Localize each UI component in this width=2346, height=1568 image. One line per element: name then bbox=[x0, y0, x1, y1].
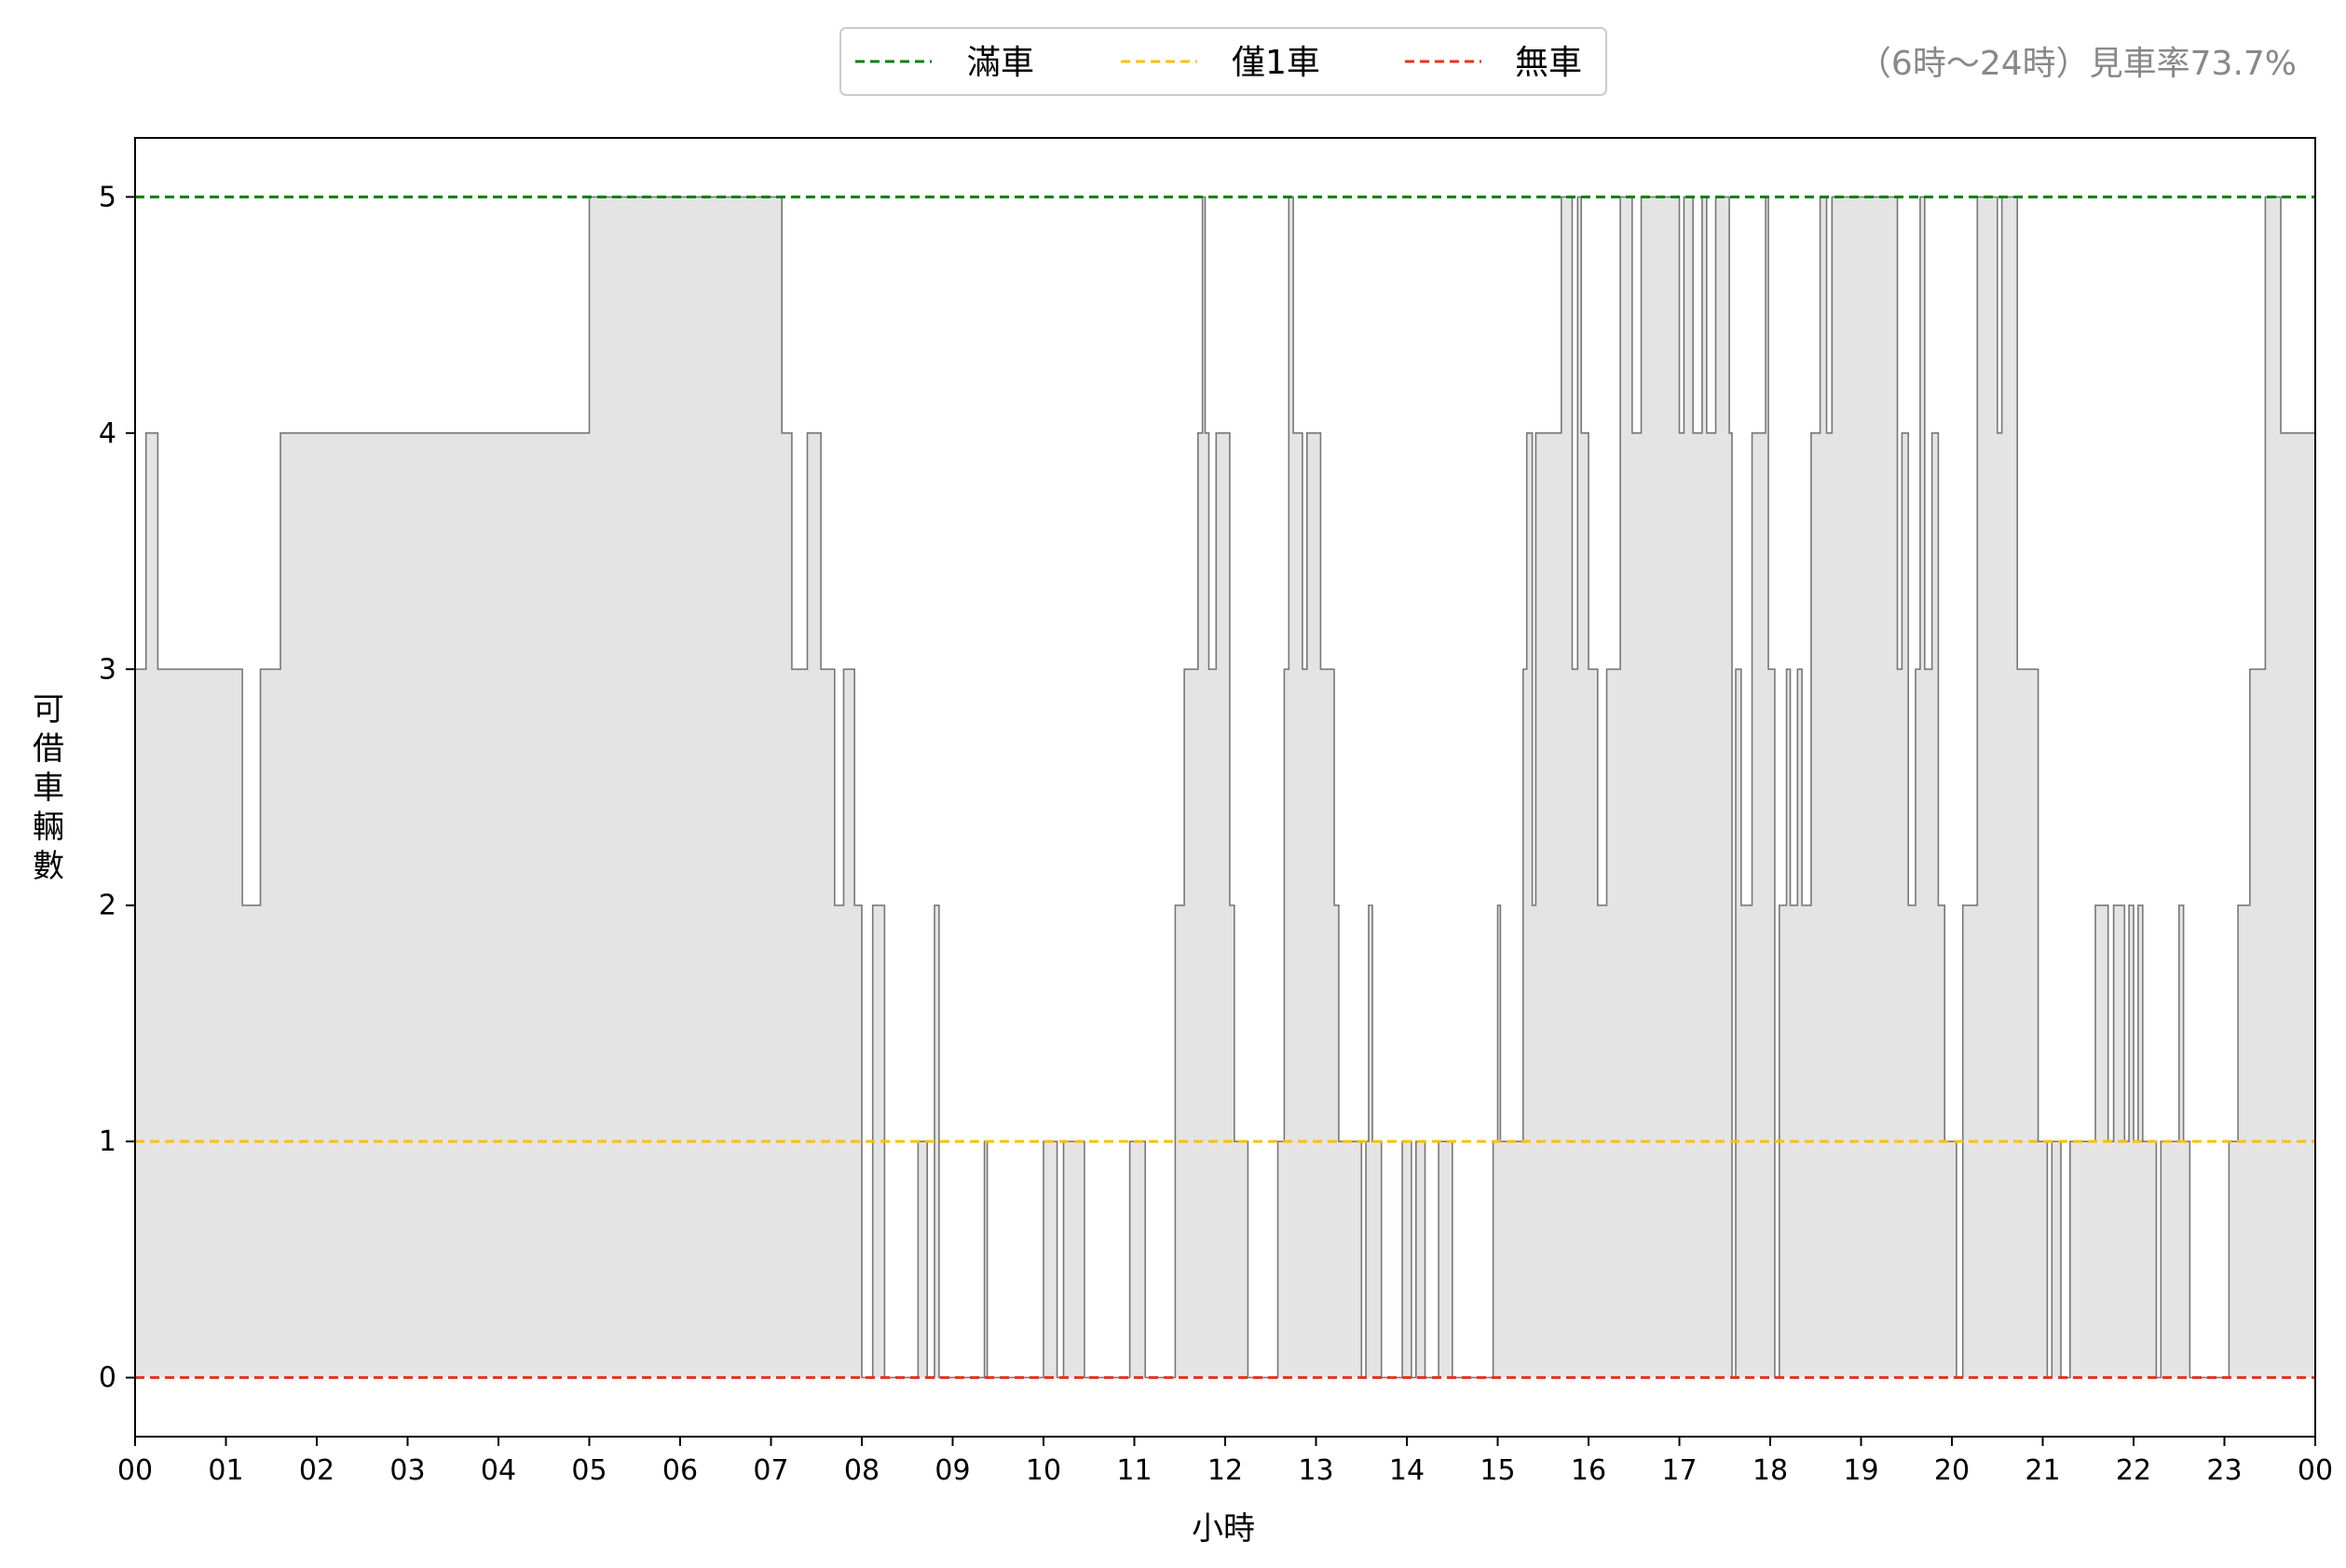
x-tick-label: 22 bbox=[2116, 1454, 2151, 1487]
legend-label-one-bike: 僅1車 bbox=[1232, 44, 1320, 82]
reference-lines bbox=[135, 195, 2315, 1380]
x-tick-label: 18 bbox=[1753, 1454, 1788, 1487]
legend-label-full: 滿車 bbox=[967, 44, 1034, 82]
x-axis-title: 小時 bbox=[1192, 1510, 1255, 1548]
legend-item-full[interactable]: 滿車 bbox=[855, 44, 1034, 82]
plot-area bbox=[134, 137, 2316, 1438]
x-tick-label: 23 bbox=[2206, 1454, 2242, 1487]
x-tick-label: 09 bbox=[934, 1454, 970, 1487]
x-tick-label: 04 bbox=[481, 1454, 516, 1487]
availability-note: （6時～24時）見車率73.7% bbox=[1858, 45, 2297, 83]
x-tick-label: 21 bbox=[2025, 1454, 2060, 1487]
x-tick-label: 02 bbox=[299, 1454, 334, 1487]
x-tick-label: 10 bbox=[1026, 1454, 1061, 1487]
y-tick-label: 3 bbox=[99, 653, 116, 686]
x-tick-label: 00 bbox=[117, 1454, 153, 1487]
legend[interactable]: 滿車 僅1車 無車 bbox=[839, 27, 1607, 96]
x-tick-label: 00 bbox=[2298, 1454, 2333, 1487]
x-tick-label: 19 bbox=[1843, 1454, 1878, 1487]
x-tick-label: 06 bbox=[662, 1454, 698, 1487]
legend-item-empty[interactable]: 無車 bbox=[1405, 44, 1582, 82]
x-tick-label: 13 bbox=[1298, 1454, 1333, 1487]
x-tick-label: 17 bbox=[1661, 1454, 1697, 1487]
y-tick-label: 2 bbox=[99, 890, 116, 922]
x-axis: 00 01 02 03 04 05 06 07 08 09 10 11 12 13 14 15 16 17 18 19… bbox=[117, 1437, 2333, 1487]
x-tick-label: 16 bbox=[1571, 1454, 1606, 1487]
legend-item-one-bike[interactable]: 僅1車 bbox=[1121, 44, 1320, 82]
x-tick-label: 20 bbox=[1934, 1454, 1970, 1487]
y-tick-label: 4 bbox=[99, 417, 116, 450]
area-fill bbox=[135, 197, 2315, 1378]
y-axis: 0 1 2 3 4 5 bbox=[99, 181, 135, 1395]
x-tick-label: 08 bbox=[844, 1454, 880, 1487]
y-tick-label: 5 bbox=[99, 181, 116, 213]
x-tick-label: 12 bbox=[1207, 1454, 1243, 1487]
legend-frame bbox=[839, 27, 1607, 96]
x-tick-label: 15 bbox=[1480, 1454, 1515, 1487]
legend-label-empty: 無車 bbox=[1515, 44, 1582, 82]
x-tick-label: 07 bbox=[753, 1454, 788, 1487]
y-tick-label: 1 bbox=[99, 1125, 116, 1158]
x-tick-label: 05 bbox=[571, 1454, 607, 1487]
y-tick-label: 0 bbox=[99, 1362, 116, 1395]
x-tick-label: 01 bbox=[208, 1454, 243, 1487]
x-tick-label: 11 bbox=[1116, 1454, 1152, 1487]
x-tick-label: 14 bbox=[1389, 1454, 1425, 1487]
y-axis-title: 可借車輛數 bbox=[33, 691, 64, 885]
x-tick-label: 03 bbox=[389, 1454, 425, 1487]
